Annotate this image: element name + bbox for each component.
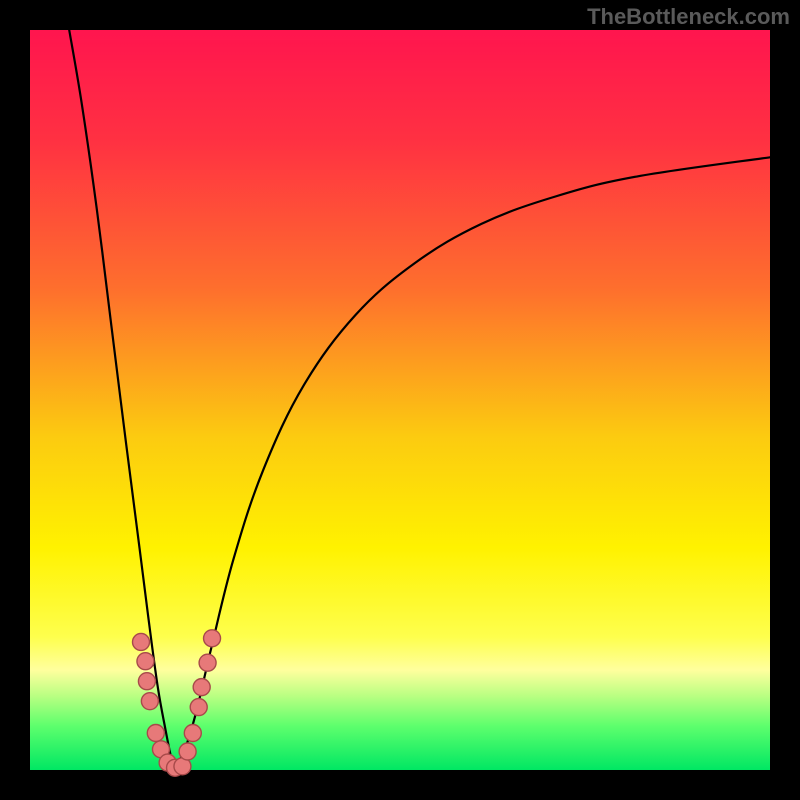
watermark-text: TheBottleneck.com xyxy=(587,4,790,30)
data-marker xyxy=(138,673,155,690)
data-marker xyxy=(199,654,216,671)
data-marker xyxy=(141,693,158,710)
data-marker xyxy=(204,630,221,647)
chart-root: TheBottleneck.com xyxy=(0,0,800,800)
data-marker xyxy=(179,743,196,760)
data-marker xyxy=(184,725,201,742)
data-marker xyxy=(193,679,210,696)
data-marker xyxy=(147,725,164,742)
chart-svg xyxy=(0,0,800,800)
data-marker xyxy=(190,699,207,716)
data-marker xyxy=(133,633,150,650)
data-marker xyxy=(137,653,154,670)
